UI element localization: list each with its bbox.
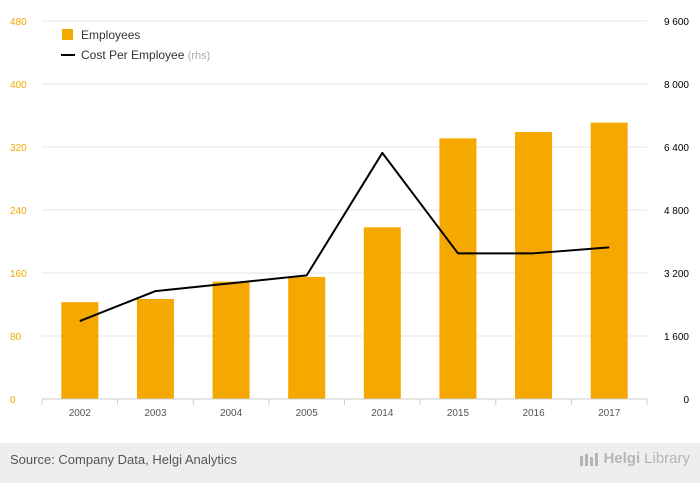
employees-bar xyxy=(288,276,326,399)
legend: Employees Cost Per Employee (rhs) xyxy=(61,28,210,62)
x-tick-label: 2002 xyxy=(69,408,92,419)
legend-label-employees: Employees xyxy=(81,28,140,42)
legend-label-cost: Cost Per Employee (rhs) xyxy=(81,48,210,62)
employees-bar xyxy=(363,227,401,399)
cost-per-employee-line xyxy=(79,151,610,322)
employees-bar xyxy=(439,138,477,399)
employees-bar xyxy=(515,132,553,399)
brand-logo: Helgi Library xyxy=(579,450,690,467)
footer: Source: Company Data, Helgi Analytics He… xyxy=(0,443,700,483)
employees-bar xyxy=(136,298,174,399)
cost-per-employee-series-line xyxy=(79,151,610,322)
combo-chart: 0 80 160 240 320 400 480 0 1 600 3 200 4 800 6 400 8… xyxy=(10,17,689,419)
legend-swatch-employees xyxy=(62,29,73,40)
left-tick-label: 160 xyxy=(10,269,27,280)
x-tick-label: 2017 xyxy=(598,408,621,419)
axes: 0 80 160 240 320 400 480 0 1 600 3 200 4 800 6 400 8… xyxy=(10,17,689,419)
right-tick-label: 8 000 xyxy=(664,80,689,91)
left-tick-label: 480 xyxy=(10,17,27,28)
x-tick-label: 2005 xyxy=(296,408,319,419)
library-icon xyxy=(580,452,599,466)
x-tick-label: 2014 xyxy=(371,408,394,419)
source-text: Source: Company Data, Helgi Analytics xyxy=(10,452,237,467)
employees-bar xyxy=(61,302,99,399)
legend-rhs-suffix: (rhs) xyxy=(188,50,211,62)
brand-bold: Helgi xyxy=(603,450,641,467)
left-tick-label: 80 xyxy=(10,332,22,343)
left-tick-label: 400 xyxy=(10,80,27,91)
x-tick-label: 2004 xyxy=(220,408,243,419)
employees-bars xyxy=(61,122,628,400)
gridlines xyxy=(42,20,647,337)
brand-thin: Library xyxy=(644,450,690,467)
left-tick-label: 0 xyxy=(10,395,16,406)
right-tick-label: 3 200 xyxy=(664,269,689,280)
left-tick-label: 320 xyxy=(10,143,27,154)
right-tick-label: 0 xyxy=(683,395,689,406)
employees-bar xyxy=(590,122,628,400)
right-tick-label: 4 800 xyxy=(664,206,689,217)
right-tick-label: 6 400 xyxy=(664,143,689,154)
x-tick-label: 2016 xyxy=(522,408,545,419)
right-tick-label: 1 600 xyxy=(664,332,689,343)
left-tick-label: 240 xyxy=(10,206,27,217)
x-tick-label: 2003 xyxy=(144,408,167,419)
employees-bar xyxy=(212,281,250,399)
x-tick-label: 2015 xyxy=(447,408,470,419)
right-tick-label: 9 600 xyxy=(664,17,689,28)
